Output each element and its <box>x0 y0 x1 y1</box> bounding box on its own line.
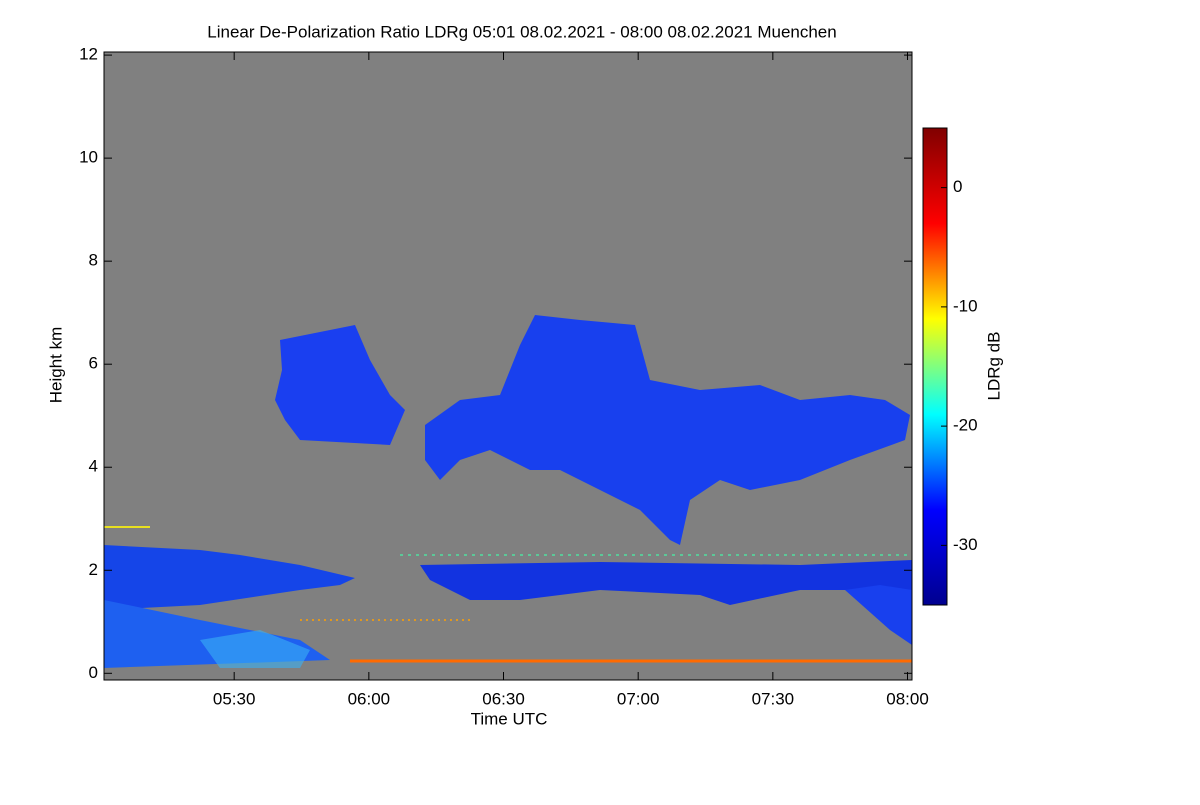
x-axis-label: Time UTC <box>471 709 548 728</box>
y-tick-label: 0 <box>89 663 98 682</box>
x-tick-label: 07:00 <box>617 689 660 708</box>
echo-field <box>104 315 912 668</box>
cloud <box>104 545 355 610</box>
cloud <box>845 585 912 645</box>
chart-title: Linear De-Polarization Ratio LDRg 05:01 … <box>207 22 836 41</box>
x-tick-label: 06:30 <box>482 689 525 708</box>
y-tick-label: 8 <box>89 251 98 270</box>
cloud <box>420 560 912 605</box>
x-tick-label: 07:30 <box>752 689 795 708</box>
cloud <box>425 315 910 545</box>
colorbar-tick-label: -30 <box>953 535 978 554</box>
x-tick-label: 06:00 <box>348 689 391 708</box>
y-tick-label: 6 <box>89 354 98 373</box>
x-tick-label: 05:30 <box>213 689 256 708</box>
y-tick-label: 4 <box>89 457 98 476</box>
colorbar-tick-label: -20 <box>953 416 978 435</box>
plot-frame <box>103 51 913 681</box>
colorbar <box>922 127 948 606</box>
y-tick-label: 2 <box>89 560 98 579</box>
colorbar-label: LDRg dB <box>984 332 1003 401</box>
colorbar-tick-label: -10 <box>953 296 978 315</box>
cloud <box>275 325 405 445</box>
y-tick-label: 12 <box>79 45 98 64</box>
y-axis-label: Height km <box>46 327 65 404</box>
colorbar-tick-label: 0 <box>953 177 962 196</box>
cloud <box>200 630 310 668</box>
x-tick-label: 08:00 <box>886 689 929 708</box>
y-tick-label: 10 <box>79 148 98 167</box>
